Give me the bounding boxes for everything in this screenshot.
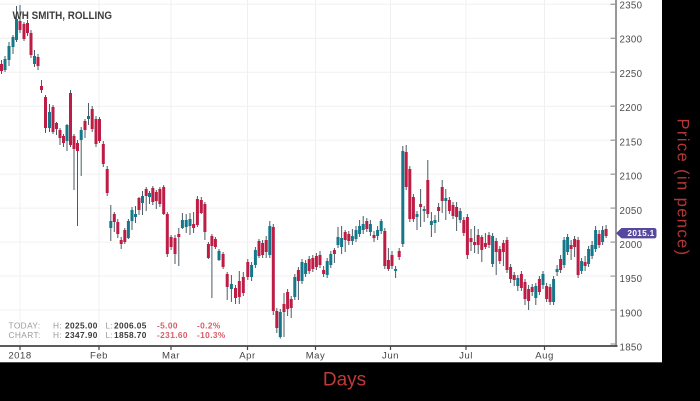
- svg-text:L:: L:: [106, 330, 114, 340]
- svg-text:2025.00: 2025.00: [65, 321, 98, 331]
- svg-text:H:: H:: [53, 321, 62, 331]
- svg-text:H:: H:: [53, 330, 62, 340]
- svg-text:-10.3%: -10.3%: [197, 330, 226, 340]
- svg-text:Aug: Aug: [535, 351, 554, 362]
- svg-text:1858.70: 1858.70: [114, 330, 147, 340]
- svg-text:2018: 2018: [8, 351, 31, 362]
- svg-text:2300: 2300: [620, 35, 643, 46]
- svg-text:Price (in pence): Price (in pence): [674, 119, 692, 257]
- svg-text:1850: 1850: [620, 343, 643, 354]
- svg-text:L:: L:: [106, 321, 114, 331]
- svg-text:2250: 2250: [620, 69, 643, 80]
- svg-text:2150: 2150: [620, 137, 643, 148]
- svg-text:Jul: Jul: [459, 351, 473, 362]
- svg-text:2015.1: 2015.1: [627, 228, 654, 238]
- svg-text:2347.90: 2347.90: [65, 330, 98, 340]
- svg-text:TODAY:: TODAY:: [9, 321, 41, 331]
- svg-text:2350: 2350: [620, 1, 643, 12]
- svg-text:Days: Days: [323, 370, 366, 391]
- svg-text:WH SMITH, ROLLING: WH SMITH, ROLLING: [13, 10, 113, 22]
- svg-text:Apr: Apr: [239, 351, 256, 362]
- svg-text:Jun: Jun: [382, 351, 399, 362]
- svg-text:-0.2%: -0.2%: [197, 321, 221, 331]
- svg-text:2100: 2100: [620, 172, 643, 183]
- svg-text:2200: 2200: [620, 103, 643, 114]
- svg-text:May: May: [306, 351, 326, 362]
- svg-text:1900: 1900: [620, 308, 643, 319]
- svg-text:2000: 2000: [620, 240, 643, 251]
- svg-text:Mar: Mar: [162, 351, 180, 362]
- svg-text:-5.00: -5.00: [157, 321, 178, 331]
- svg-text:2006.05: 2006.05: [114, 321, 147, 331]
- svg-text:Feb: Feb: [90, 351, 108, 362]
- svg-text:2050: 2050: [620, 206, 643, 217]
- svg-text:CHART:: CHART:: [9, 330, 41, 340]
- svg-text:-231.60: -231.60: [157, 330, 188, 340]
- svg-text:1950: 1950: [620, 274, 643, 285]
